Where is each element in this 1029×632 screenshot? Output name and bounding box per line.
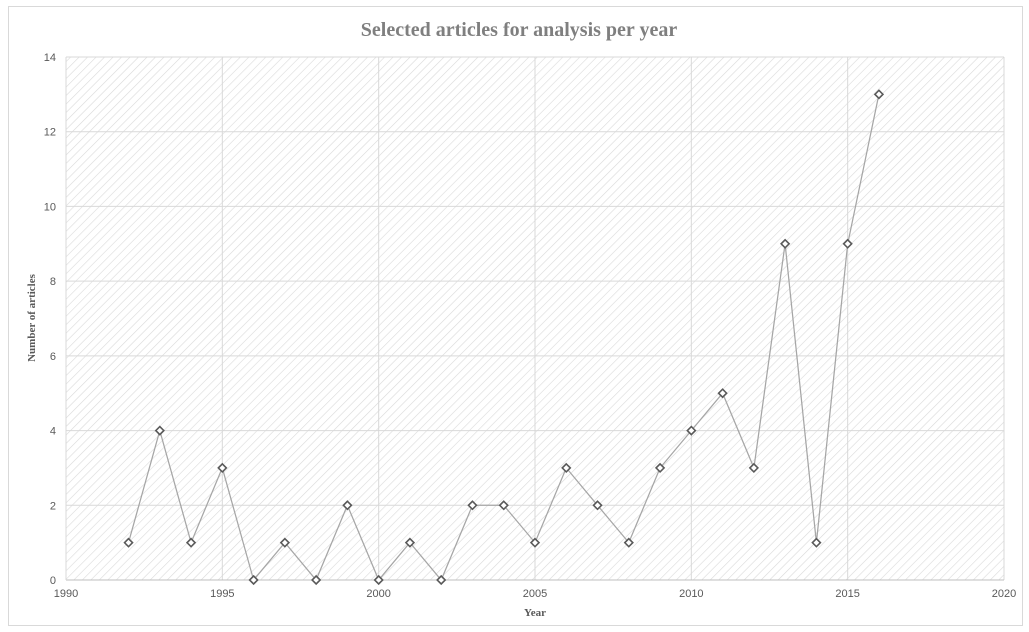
data-point-marker [780, 238, 791, 249]
data-point-marker [279, 537, 290, 548]
data-point-marker [686, 425, 697, 436]
data-point-marker [373, 574, 384, 586]
data-point-marker [217, 462, 228, 474]
y-tick-label: 0 [50, 575, 56, 587]
y-axis-label: Number of articles [26, 273, 38, 361]
data-point-marker [154, 425, 165, 436]
data-point-marker [717, 388, 728, 399]
x-tick-label: 2020 [992, 588, 1016, 600]
y-tick-label: 14 [44, 52, 56, 64]
y-tick-label: 8 [50, 276, 56, 288]
data-point-marker [342, 500, 353, 511]
y-tick-label: 10 [44, 201, 56, 213]
data-point-marker [498, 500, 509, 511]
data-point-marker [561, 462, 572, 474]
y-tick-label: 12 [44, 127, 56, 139]
x-tick-label: 2000 [366, 588, 390, 600]
data-point-marker [654, 462, 666, 474]
x-axis-label: Year [524, 607, 546, 619]
data-point-marker [467, 500, 478, 511]
x-tick-label: 1995 [210, 588, 234, 600]
data-point-marker [311, 574, 322, 586]
y-tick-label: 6 [50, 351, 56, 363]
data-point-marker [842, 238, 853, 249]
x-tick-label: 2015 [835, 588, 859, 600]
data-point-marker [873, 89, 885, 100]
data-point-marker [811, 537, 822, 548]
y-tick-label: 2 [50, 500, 56, 512]
data-point-marker [436, 574, 447, 586]
data-point-marker [529, 537, 541, 548]
x-tick-label: 2010 [679, 588, 703, 600]
chart-title: Selected articles for analysis per year [361, 19, 678, 41]
x-tick-label: 2005 [523, 588, 547, 600]
data-point-marker [248, 574, 259, 586]
data-point-marker [592, 500, 603, 511]
data-point-marker [185, 537, 197, 548]
data-point-marker [748, 462, 759, 474]
data-point-marker [123, 537, 134, 548]
x-tick-label: 1990 [54, 588, 78, 600]
y-tick-label: 4 [50, 426, 56, 438]
data-point-marker [623, 537, 634, 548]
data-point-marker [404, 537, 416, 548]
